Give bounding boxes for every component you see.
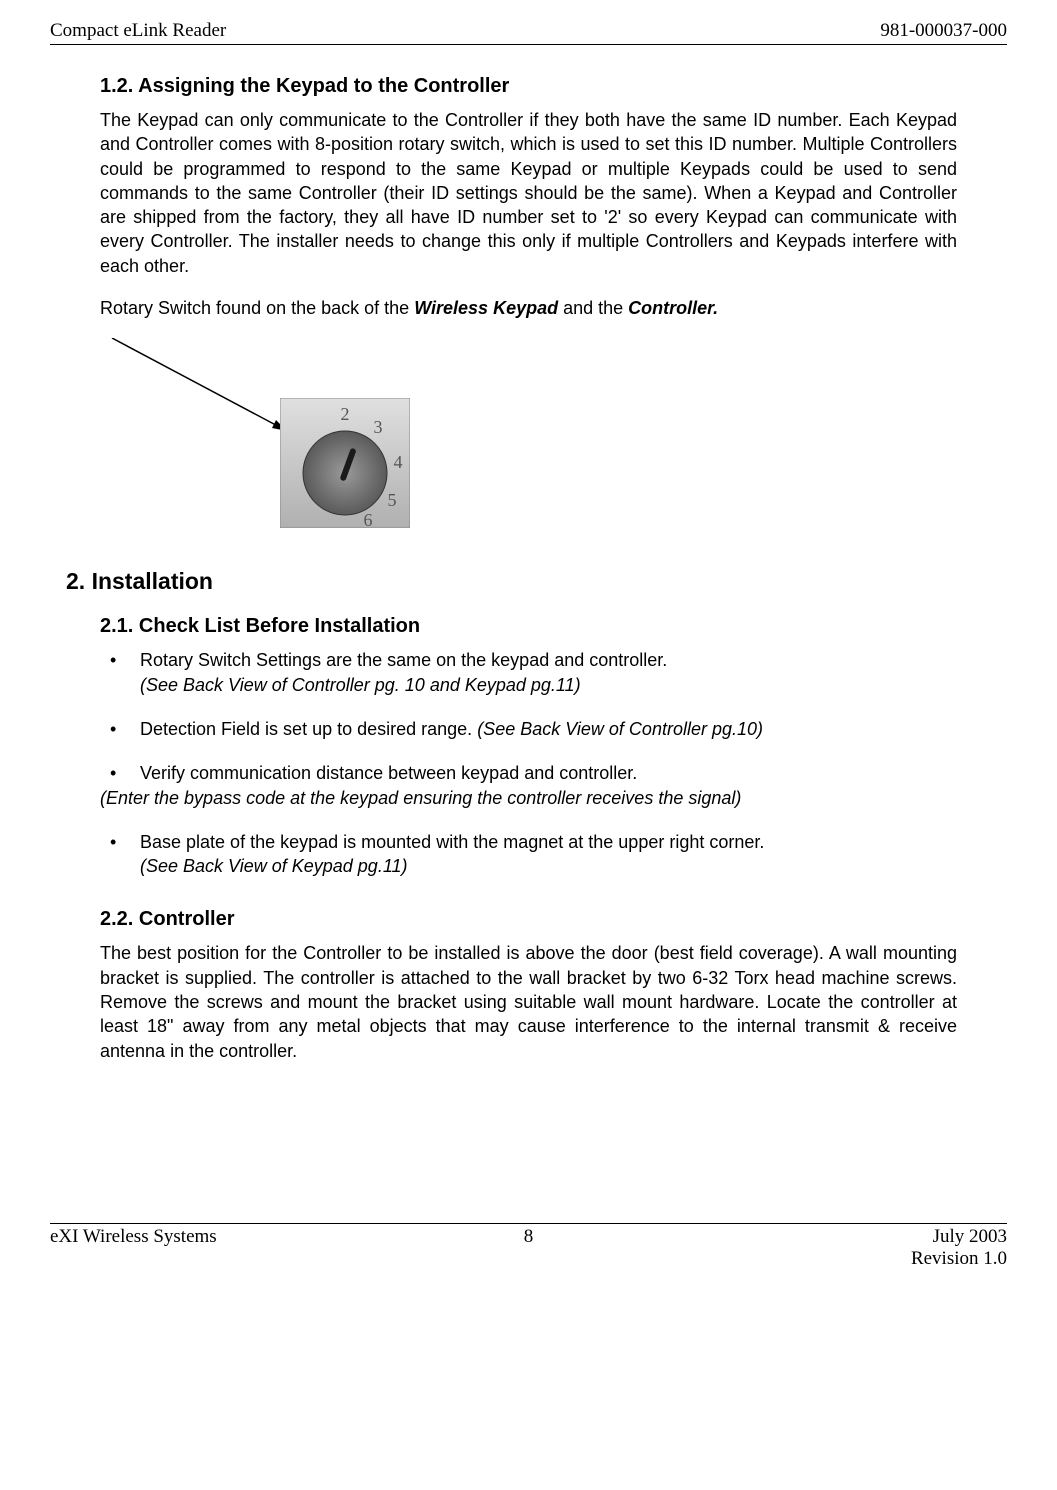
footer-date: July 2003	[933, 1226, 1007, 1247]
header-left: Compact eLink Reader	[50, 20, 226, 42]
rotary-switch-icon: 2 3 4 5 6	[280, 398, 410, 528]
rotary-caption: Rotary Switch found on the back of the W…	[100, 296, 957, 320]
running-footer: eXI Wireless Systems 8 July 2003 Revisio…	[50, 1223, 1007, 1270]
dial-label-4: 4	[394, 452, 403, 472]
list-text: Base plate of the keypad is mounted with…	[140, 832, 764, 852]
heading-2-1: 2.1. Check List Before Installation	[100, 615, 957, 638]
heading-1-2: 1.2. Assigning the Keypad to the Control…	[100, 75, 957, 98]
list-text: Detection Field is set up to desired ran…	[140, 719, 477, 739]
footer-revision: Revision 1.0	[911, 1248, 1007, 1269]
running-header: Compact eLink Reader 981-000037-000	[50, 20, 1007, 45]
footer-page-number: 8	[524, 1226, 534, 1270]
paragraph-1-2: The Keypad can only communicate to the C…	[100, 108, 957, 278]
heading-2-2: 2.2. Controller	[100, 908, 957, 931]
list-item: Base plate of the keypad is mounted with…	[100, 830, 957, 879]
list-item: Verify communication distance between ke…	[100, 761, 957, 810]
checklist: Rotary Switch Settings are the same on t…	[100, 648, 957, 878]
list-text: Verify communication distance between ke…	[140, 763, 637, 783]
rotary-diagram: 2 3 4 5 6	[100, 338, 957, 538]
caption-text: Rotary Switch found on the back of the	[100, 298, 414, 318]
list-subtext: (Enter the bypass code at the keypad ens…	[100, 786, 957, 810]
list-subtext: (See Back View of Keypad pg.11)	[140, 854, 957, 878]
caption-bold-1: Wireless Keypad	[414, 298, 558, 318]
footer-left: eXI Wireless Systems	[50, 1226, 524, 1270]
dial-label-2: 2	[341, 404, 350, 424]
list-subtext: (See Back View of Controller pg.10)	[477, 719, 763, 739]
content-body: 1.2. Assigning the Keypad to the Control…	[50, 75, 1007, 1063]
caption-bold-2: Controller.	[628, 298, 718, 318]
list-item: Detection Field is set up to desired ran…	[100, 717, 957, 741]
heading-2: 2. Installation	[66, 568, 957, 595]
caption-text-2: and the	[558, 298, 628, 318]
page: Compact eLink Reader 981-000037-000 1.2.…	[0, 0, 1057, 1300]
header-right: 981-000037-000	[880, 20, 1007, 42]
dial-label-6: 6	[364, 510, 373, 528]
dial-label-5: 5	[388, 490, 397, 510]
list-text: Rotary Switch Settings are the same on t…	[140, 650, 667, 670]
footer-right: July 2003 Revision 1.0	[533, 1226, 1007, 1270]
paragraph-2-2: The best position for the Controller to …	[100, 941, 957, 1062]
list-subtext: (See Back View of Controller pg. 10 and …	[140, 673, 957, 697]
list-item: Rotary Switch Settings are the same on t…	[100, 648, 957, 697]
dial-label-3: 3	[374, 417, 383, 437]
